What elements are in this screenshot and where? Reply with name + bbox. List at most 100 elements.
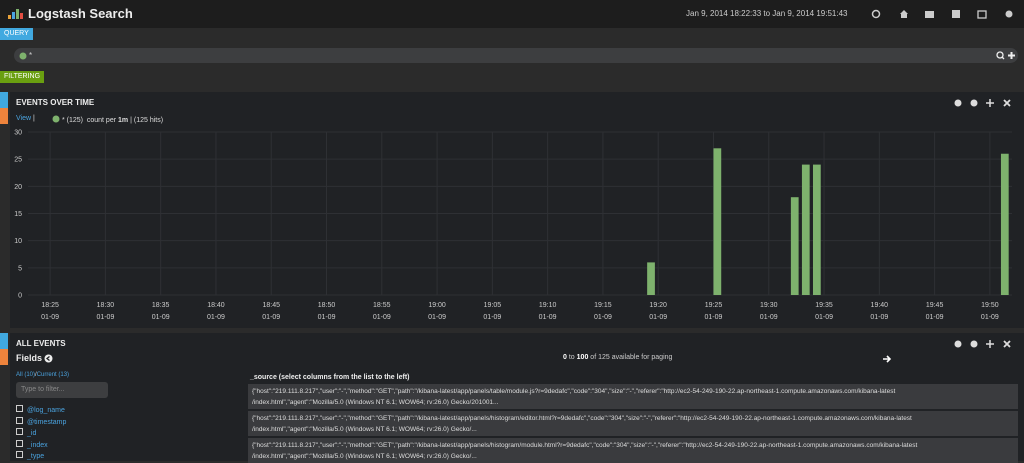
- next-page[interactable]: [882, 354, 892, 364]
- checkbox[interactable]: [16, 405, 23, 412]
- event-text: /index.html","agent":"Mozilla/5.0 (Windo…: [252, 399, 499, 406]
- x-tick-label: 18:25: [41, 302, 59, 309]
- query-text[interactable]: *: [29, 51, 33, 60]
- field-item[interactable]: _id: [16, 428, 66, 440]
- bar: [1000, 153, 1009, 295]
- legend-entry[interactable]: * (125): [61, 117, 83, 124]
- side-tab[interactable]: [0, 349, 8, 365]
- x-tick-label: 19:35: [815, 302, 833, 309]
- panel-icons: [954, 99, 1011, 107]
- x-tick-label: 19:15: [594, 302, 612, 309]
- x-tick-label: 18:35: [152, 302, 170, 309]
- y-tick-label: 15: [14, 211, 22, 218]
- event-text: {"host":"219.111.8.217","user":"-","meth…: [252, 415, 912, 422]
- x-tick-date: 01-09: [373, 314, 391, 321]
- x-tick-label: 19:30: [760, 302, 778, 309]
- side-tab[interactable]: [0, 108, 8, 124]
- x-tick-date: 01-09: [649, 314, 667, 321]
- count-per: count per: [86, 117, 117, 124]
- event-text: /index.html","agent":"Mozilla/5.0 (Windo…: [252, 453, 477, 460]
- column-header: _source (select columns from the list to…: [250, 374, 410, 381]
- x-tick-date: 01-09: [262, 314, 280, 321]
- field-name[interactable]: @log_name: [27, 407, 65, 414]
- x-tick-label: 18:30: [97, 302, 115, 309]
- logo: [8, 9, 23, 19]
- y-tick-label: 25: [14, 157, 22, 164]
- field-item[interactable]: _type: [16, 451, 66, 463]
- side-tab[interactable]: [0, 92, 8, 108]
- x-tick-label: 19:05: [484, 302, 502, 309]
- checkbox[interactable]: [16, 451, 23, 458]
- x-tick-label: 19:45: [926, 302, 944, 309]
- bar: [812, 164, 821, 295]
- all-fields[interactable]: All (10): [16, 372, 36, 378]
- field-item[interactable]: _index: [16, 439, 66, 452]
- query-tab[interactable]: QUERY: [0, 28, 33, 40]
- panel-icons: [954, 340, 1011, 348]
- field-item[interactable]: @timestamp: [16, 416, 67, 429]
- x-tick-label: 18:55: [373, 302, 391, 309]
- collapse-icon[interactable]: [44, 354, 53, 363]
- event-text: {"host":"219.111.8.217","user":"-","meth…: [252, 388, 896, 395]
- field-name[interactable]: _id: [27, 430, 37, 437]
- x-tick-date: 01-09: [870, 314, 888, 321]
- current-fields[interactable]: Current (13): [36, 372, 70, 378]
- x-tick-date: 01-09: [705, 314, 723, 321]
- slash: /: [35, 372, 37, 378]
- x-tick-label: 19:50: [981, 302, 999, 309]
- event-row[interactable]: {"host":"219.111.8.217","user":"-","meth…: [248, 411, 1018, 436]
- x-tick-date: 01-09: [539, 314, 557, 321]
- bar: [801, 164, 810, 295]
- panel-title: ALL EVENTS: [16, 339, 66, 348]
- field-name[interactable]: _type: [27, 453, 45, 460]
- panel-title: EVENTS OVER TIME: [16, 98, 95, 107]
- y-tick-label: 20: [14, 184, 22, 191]
- x-tick-label: 18:45: [262, 302, 280, 309]
- query-dot: [19, 52, 27, 60]
- x-tick-date: 01-09: [981, 314, 999, 321]
- field-filter[interactable]: Type to filter...: [16, 382, 108, 398]
- checkbox[interactable]: [16, 416, 23, 424]
- checkbox[interactable]: [16, 428, 23, 435]
- x-tick-label: 19:25: [705, 302, 723, 309]
- event-text: {"host":"219.111.8.217","user":"-","meth…: [252, 442, 918, 449]
- legend-swatch: [52, 115, 60, 123]
- event-row[interactable]: {"host":"219.111.8.217","user":"-","meth…: [248, 438, 1018, 463]
- bar: [790, 197, 799, 295]
- x-tick-date: 01-09: [815, 314, 833, 321]
- field-name[interactable]: @timestamp: [27, 418, 67, 426]
- bar: [647, 262, 655, 295]
- checkbox[interactable]: [16, 439, 23, 447]
- hits: (125 hits): [133, 117, 164, 124]
- fields-title: Fields: [16, 353, 43, 363]
- x-tick-date: 01-09: [41, 314, 59, 321]
- bar: [713, 148, 722, 295]
- x-tick-label: 19:00: [428, 302, 446, 309]
- paging-to-word: to: [568, 354, 575, 361]
- header: Logstash Search Jan 9, 2014 18:22:33 to …: [0, 0, 1024, 28]
- paging-to: 100: [576, 354, 589, 361]
- time-range[interactable]: Jan 9, 2014 18:22:33 to Jan 9, 2014 19:5…: [686, 9, 848, 18]
- x-tick-label: 18:50: [318, 302, 336, 309]
- chart-info: View |: [16, 115, 35, 122]
- x-tick-label: 19:20: [649, 302, 667, 309]
- side-tab[interactable]: [0, 333, 8, 349]
- y-tick-label: 10: [14, 238, 22, 245]
- x-tick-label: 19:40: [871, 302, 889, 309]
- separator: |: [33, 115, 35, 122]
- field-item[interactable]: @log_name: [16, 405, 66, 417]
- filtering-tab[interactable]: FILTERING: [0, 71, 45, 83]
- interval: 1m: [118, 117, 129, 124]
- x-tick-date: 01-09: [152, 314, 170, 321]
- query-bar[interactable]: *: [14, 48, 1018, 63]
- paging-rest: of 125 available for paging: [590, 354, 673, 361]
- separator: |: [130, 117, 132, 124]
- view-link[interactable]: View: [16, 115, 32, 122]
- query-actions: [996, 51, 1015, 60]
- y-tick-label: 5: [18, 265, 22, 272]
- x-tick-date: 01-09: [483, 314, 501, 321]
- x-tick-date: 01-09: [96, 314, 114, 321]
- event-row[interactable]: {"host":"219.111.8.217","user":"-","meth…: [248, 384, 1018, 409]
- y-tick-label: 30: [14, 130, 22, 137]
- field-name[interactable]: _index: [27, 441, 48, 449]
